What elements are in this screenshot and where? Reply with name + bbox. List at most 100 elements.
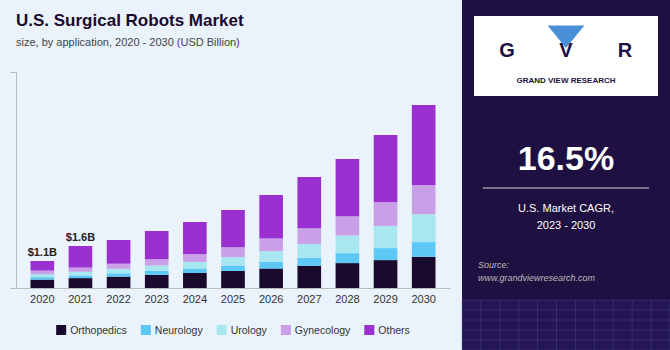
bar [374, 260, 398, 288]
bar [145, 231, 169, 259]
bar [183, 273, 207, 288]
source-text-line: Source: [478, 260, 510, 270]
y-axis [10, 73, 17, 289]
legend-label: Others [378, 324, 410, 336]
bar [297, 228, 321, 244]
x-axis-line [17, 288, 451, 289]
bar [69, 268, 93, 272]
x-tick-label: 2029 [373, 293, 397, 305]
bar [69, 278, 93, 288]
bar [336, 216, 360, 235]
bar [412, 105, 436, 185]
x-tick: 2030 [411, 288, 435, 305]
source-text: Source:www.grandviewresearch.com [478, 260, 596, 283]
y-axis-line [10, 73, 17, 289]
legend-swatch [364, 325, 374, 335]
x-axis: 2020202120222023202420252026202720282029… [17, 288, 451, 305]
cagr-label: U.S. Market CAGR, 2023 - 2030 [518, 202, 614, 231]
bar [30, 271, 54, 275]
grid-decoration-line [462, 310, 670, 311]
x-tick-label: 2026 [259, 293, 283, 305]
bar [107, 269, 131, 274]
x-tick: 2027 [297, 288, 321, 305]
bar [412, 214, 436, 242]
bar [30, 277, 54, 279]
bar [30, 280, 54, 288]
grid-decoration-line [537, 300, 538, 350]
bar [297, 258, 321, 266]
logo-letter: R [618, 39, 633, 61]
grid-decoration-line [632, 300, 633, 350]
legend-swatch [56, 325, 66, 335]
bar [221, 247, 245, 257]
bar [336, 253, 360, 263]
x-tick: 2023 [144, 288, 168, 305]
grid-decoration-line [462, 300, 670, 301]
x-tick: 2022 [106, 288, 130, 305]
x-tick: 2021 [68, 288, 92, 305]
grid-decoration-line [575, 300, 576, 350]
logo-box [474, 16, 658, 96]
bar [297, 266, 321, 288]
grid-decoration-line [462, 320, 670, 321]
grid-decoration-background [462, 300, 670, 350]
bar [336, 263, 360, 288]
bar [336, 159, 360, 216]
bar [183, 269, 207, 274]
bar [107, 273, 131, 276]
cagr-label-line: 2023 - 2030 [537, 219, 596, 231]
grid-decoration-line [651, 300, 652, 350]
cagr-label-line: U.S. Market CAGR, [518, 202, 614, 214]
logo-text: GRAND VIEW RESEARCH [516, 76, 615, 85]
bar [297, 244, 321, 258]
bar [221, 210, 245, 247]
bar [183, 262, 207, 269]
bar [336, 236, 360, 254]
legend-label: Urology [231, 324, 268, 336]
x-tick-label: 2027 [297, 293, 321, 305]
title: U.S. Surgical Robots Market [16, 11, 244, 30]
legend-item: Others [364, 324, 410, 336]
legend-swatch [217, 325, 227, 335]
bar [145, 271, 169, 275]
legend-label: Gynecology [295, 324, 351, 336]
bars [30, 105, 435, 288]
bar [69, 275, 93, 278]
bar-series [30, 105, 435, 271]
bar [30, 274, 54, 277]
bar [107, 264, 131, 269]
x-tick-label: 2025 [221, 293, 245, 305]
legend-item: Orthopedics [56, 324, 127, 336]
panel-background [462, 0, 670, 350]
bar [259, 251, 283, 262]
bar [259, 269, 283, 289]
grid-decoration-line [480, 300, 481, 350]
legend: OrthopedicsNeurologyUrologyGynecologyOth… [56, 324, 410, 336]
bar [183, 222, 207, 254]
subtitle: size, by application, 2020 - 2030 (USD B… [16, 36, 240, 48]
bar [145, 266, 169, 271]
bar [221, 271, 245, 288]
x-tick: 2026 [259, 288, 283, 305]
legend-item: Gynecology [281, 324, 351, 336]
bar [259, 239, 283, 252]
grid-decoration-line [462, 340, 670, 341]
grid-decoration [462, 300, 670, 350]
cagr-value: 16.5% [518, 139, 614, 177]
side-panel: GVRGRAND VIEW RESEARCH16.5%U.S. Market C… [462, 0, 670, 350]
grid-decoration-line [613, 300, 614, 350]
x-tick: 2020 [30, 288, 54, 305]
grid-decoration-line [462, 330, 670, 331]
bar [30, 261, 54, 271]
bar [145, 275, 169, 288]
bar [259, 262, 283, 269]
bar [297, 177, 321, 228]
bar [69, 272, 93, 276]
x-tick-label: 2028 [335, 293, 359, 305]
x-tick: 2028 [335, 288, 359, 305]
bar [259, 195, 283, 239]
divider [483, 188, 649, 189]
bar [374, 202, 398, 226]
x-tick-label: 2023 [144, 293, 168, 305]
bar [374, 248, 398, 260]
